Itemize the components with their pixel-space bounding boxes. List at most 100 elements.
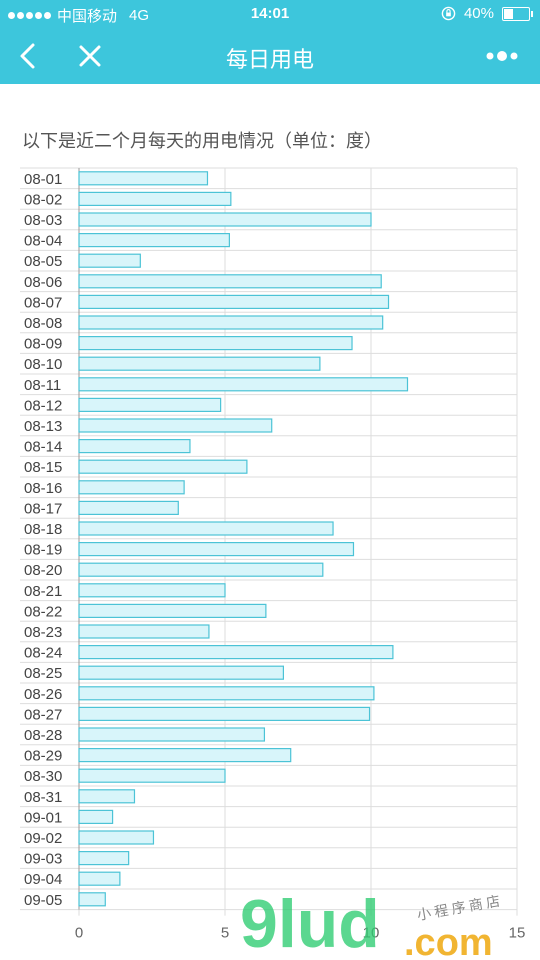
y-category-label: 09-04 xyxy=(24,871,62,888)
bar-08-19 xyxy=(78,542,355,557)
status-bar: 中国移动 4G 14:01 40% xyxy=(0,0,540,28)
bar-08-28 xyxy=(78,727,266,742)
bar-08-24 xyxy=(78,645,394,660)
y-category-label: 08-10 xyxy=(24,356,62,373)
bar-08-22 xyxy=(78,603,267,618)
nav-bar: 每日用电 xyxy=(0,28,540,84)
more-dots-icon xyxy=(486,51,518,61)
x-tick-label: 10 xyxy=(363,925,380,942)
bar-08-09 xyxy=(78,336,353,351)
y-category-label: 08-24 xyxy=(24,645,62,662)
bar-08-30 xyxy=(78,768,226,783)
bar-08-20 xyxy=(78,562,324,577)
y-category-label: 08-20 xyxy=(24,562,62,579)
y-category-label: 08-15 xyxy=(24,459,62,476)
close-button[interactable] xyxy=(66,28,114,84)
bar-08-11 xyxy=(78,377,409,392)
y-category-label: 09-05 xyxy=(24,892,62,909)
svg-text:.com: .com xyxy=(404,922,493,960)
battery-percent: 40% xyxy=(463,5,494,22)
x-tick-label: 0 xyxy=(75,925,83,942)
daily-usage-bar-chart: 0 5 10 15 08-01 08-02 08-03 08-04 08-05 08-06 08-0… xyxy=(20,167,526,942)
y-category-label: 08-17 xyxy=(24,500,62,517)
y-category-label: 08-11 xyxy=(24,377,61,394)
bar-09-04 xyxy=(78,871,121,886)
bar-08-12 xyxy=(78,397,222,412)
bar-08-14 xyxy=(78,439,191,454)
chart-title: 以下是近二个月每天的用电情况（单位：度） xyxy=(22,131,382,151)
bar-08-10 xyxy=(78,356,321,371)
carrier-info: 中国移动 4G xyxy=(8,5,149,26)
bar-08-18 xyxy=(78,521,334,536)
svg-text:9lud: 9lud xyxy=(240,886,380,960)
y-category-label: 08-12 xyxy=(24,397,62,414)
bar-08-03 xyxy=(78,212,372,227)
y-category-label: 08-08 xyxy=(24,315,62,332)
chevron-left-icon xyxy=(20,43,35,69)
y-category-label: 08-14 xyxy=(24,439,62,456)
battery-info: 40% xyxy=(441,5,533,22)
y-category-label: 08-07 xyxy=(24,294,62,311)
bar-08-13 xyxy=(78,418,273,433)
y-category-label: 08-23 xyxy=(24,624,62,641)
bar-08-05 xyxy=(78,253,141,268)
y-category-label: 08-27 xyxy=(24,706,62,723)
y-category-label: 08-04 xyxy=(24,233,62,250)
bar-08-21 xyxy=(78,583,226,598)
page-title: 每日用电 xyxy=(225,47,314,72)
bar-08-26 xyxy=(78,686,375,701)
signal-dots-icon xyxy=(8,12,51,19)
bar-09-03 xyxy=(78,850,130,866)
bar-08-25 xyxy=(78,665,284,680)
y-category-label: 08-21 xyxy=(24,583,62,600)
bar-08-15 xyxy=(78,459,248,474)
battery-icon xyxy=(502,6,533,21)
bar-08-17 xyxy=(78,500,179,515)
bar-08-27 xyxy=(78,706,371,722)
bar-08-08 xyxy=(78,315,384,330)
y-category-label: 08-16 xyxy=(24,480,62,497)
bar-08-29 xyxy=(78,747,292,763)
y-category-label: 08-31 xyxy=(24,789,62,806)
y-category-label: 08-29 xyxy=(24,748,62,765)
y-category-label: 08-22 xyxy=(24,603,62,620)
y-category-label: 09-01 xyxy=(24,809,62,826)
y-category-label: 08-03 xyxy=(24,212,62,229)
x-tick-label: 15 xyxy=(509,925,526,942)
y-category-label: 09-02 xyxy=(24,830,62,847)
back-button[interactable] xyxy=(4,28,52,84)
watermark-logo: 9lud .com 小 程 序 商 店 xyxy=(240,886,502,960)
y-category-label: 09-03 xyxy=(24,851,62,868)
y-category-label: 08-06 xyxy=(24,274,62,291)
y-category-label: 08-26 xyxy=(24,686,62,703)
y-category-label: 08-25 xyxy=(24,665,62,682)
bar-08-16 xyxy=(78,480,185,495)
bar-09-01 xyxy=(78,809,114,825)
bar-08-31 xyxy=(78,789,136,804)
bar-08-23 xyxy=(78,624,210,639)
more-button[interactable] xyxy=(478,28,526,84)
bar-09-02 xyxy=(78,830,155,845)
rotation-lock-icon xyxy=(441,6,456,21)
carrier-name: 中国移动 xyxy=(57,8,118,25)
bar-08-01 xyxy=(78,171,209,186)
svg-text:小 程 序 商 店: 小 程 序 商 店 xyxy=(416,894,502,924)
y-category-label: 08-13 xyxy=(24,418,62,435)
y-category-label: 08-05 xyxy=(24,253,62,270)
y-category-label: 08-02 xyxy=(24,191,62,208)
y-category-label: 08-30 xyxy=(24,768,62,785)
y-category-label: 08-28 xyxy=(24,727,62,744)
y-category-label: 08-09 xyxy=(24,336,62,353)
y-category-label: 08-01 xyxy=(24,171,62,188)
bar-08-02 xyxy=(78,191,232,207)
x-tick-label: 5 xyxy=(221,925,229,942)
bar-09-05 xyxy=(78,892,106,907)
close-icon xyxy=(79,45,101,67)
y-category-label: 08-19 xyxy=(24,542,62,559)
status-time: 14:01 xyxy=(250,5,290,22)
bar-08-06 xyxy=(78,274,382,289)
bar-08-07 xyxy=(78,294,390,309)
bar-08-04 xyxy=(78,232,230,248)
y-category-label: 08-18 xyxy=(24,521,62,538)
network-type: 4G xyxy=(129,7,150,24)
